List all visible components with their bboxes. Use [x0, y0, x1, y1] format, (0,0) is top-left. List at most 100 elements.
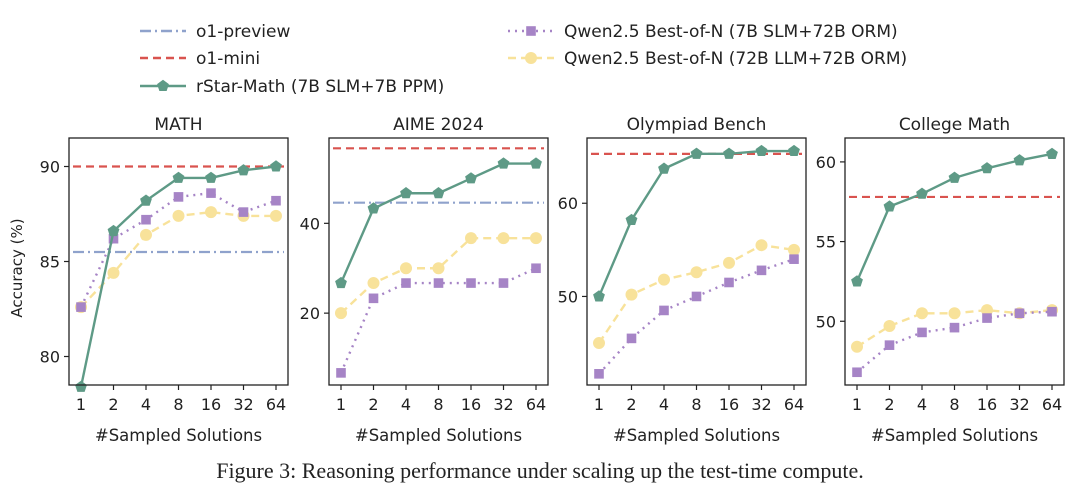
- data-point-rstar: [883, 200, 896, 212]
- data-point-qwen_llm: [723, 256, 735, 269]
- x-tick-label: 32: [493, 395, 513, 414]
- y-tick-label: 60: [558, 194, 578, 213]
- series-rstar: [593, 144, 800, 302]
- data-point-qwen_slm: [238, 207, 249, 217]
- data-point-qwen_llm: [625, 288, 638, 301]
- data-point-qwen_slm: [368, 293, 379, 304]
- data-point-qwen_llm: [335, 307, 347, 320]
- data-point-rstar: [723, 147, 735, 159]
- y-tick-label: 50: [558, 287, 578, 306]
- data-point-rstar: [367, 202, 380, 214]
- x-tick-label: 16: [719, 395, 739, 414]
- plot-frame: [328, 137, 549, 386]
- data-point-qwen_slm: [433, 278, 444, 288]
- legend-label-qwen_llm: Qwen2.5 Best-of-N (72B LLM+72B ORM): [564, 49, 907, 69]
- data-point-rstar: [593, 290, 605, 302]
- x-tick-label: 2: [368, 395, 378, 414]
- data-point-rstar: [948, 171, 961, 183]
- chart-title: AIME 2024: [393, 115, 484, 135]
- data-point-rstar: [237, 164, 250, 176]
- data-point-qwen_slm: [626, 333, 637, 344]
- y-tick-label: 85: [40, 253, 60, 272]
- chart-panels: MATH #Sampled Solutions 1 2 4 8 16 32 64 80 85 90 AI…: [40, 115, 1065, 445]
- data-point-rstar: [1013, 154, 1026, 166]
- x-tick-label: 32: [1009, 395, 1029, 414]
- data-point-qwen_slm: [982, 313, 992, 323]
- data-point-qwen_llm: [205, 206, 217, 219]
- data-point-qwen_slm: [76, 302, 86, 312]
- y-tick-label: 60: [816, 153, 836, 172]
- series-qwen_llm: [593, 239, 800, 350]
- data-point-rstar: [530, 157, 542, 169]
- y-tick-label: 90: [40, 158, 60, 177]
- data-point-rstar: [981, 162, 993, 174]
- data-point-qwen_llm: [916, 307, 928, 320]
- series-rstar: [851, 147, 1058, 287]
- data-point-qwen_slm: [401, 278, 411, 288]
- legend-entry-qwen_slm: Qwen2.5 Best-of-N (7B SLM+72B ORM): [508, 22, 898, 42]
- x-tick-label: 4: [917, 395, 927, 414]
- series-qwen_slm: [76, 188, 281, 312]
- series-qwen_llm: [75, 206, 282, 314]
- data-point-rstar: [400, 187, 412, 199]
- x-tick-label: 4: [141, 395, 151, 414]
- data-point-rstar: [851, 275, 863, 287]
- data-point-rstar: [625, 213, 638, 226]
- x-axis-label: #Sampled Solutions: [95, 426, 262, 445]
- data-point-qwen_slm: [1047, 306, 1057, 317]
- data-point-qwen_slm: [1014, 308, 1025, 319]
- chart-panel-2: Olympiad Bench #Sampled Solutions 1 2 4 8 16 32…: [558, 115, 807, 445]
- data-point-qwen_llm: [755, 239, 768, 252]
- x-tick-label: 2: [884, 395, 894, 414]
- x-tick-label: 1: [76, 395, 86, 414]
- legend-label-qwen_slm: Qwen2.5 Best-of-N (7B SLM+72B ORM): [564, 22, 898, 42]
- data-point-rstar: [432, 187, 445, 199]
- data-point-rstar: [335, 276, 347, 289]
- data-point-qwen_llm: [948, 307, 961, 320]
- data-point-qwen_slm: [852, 367, 862, 378]
- data-point-qwen_slm: [691, 291, 702, 302]
- x-axis-label: #Sampled Solutions: [355, 426, 522, 445]
- x-tick-label: 8: [173, 395, 183, 414]
- x-tick-label: 1: [336, 395, 346, 414]
- series-qwen_slm: [852, 306, 1057, 378]
- x-tick-label: 4: [659, 395, 669, 414]
- data-point-rstar: [107, 224, 120, 237]
- data-point-qwen_slm: [659, 305, 669, 316]
- data-point-qwen_llm: [851, 340, 863, 353]
- plot-frame: [68, 137, 289, 386]
- legend-label-o1_preview: o1-preview: [196, 22, 290, 42]
- data-point-rstar: [205, 171, 217, 183]
- legend-label-o1_mini: o1-mini: [196, 49, 260, 69]
- data-point-rstar: [172, 171, 185, 183]
- data-point-qwen_slm: [108, 233, 119, 244]
- series-qwen_slm: [594, 254, 799, 379]
- data-point-qwen_llm: [400, 262, 412, 275]
- data-point-qwen_llm: [497, 232, 510, 245]
- x-axis-label: #Sampled Solutions: [871, 426, 1038, 445]
- x-tick-label: 32: [233, 395, 253, 414]
- data-point-qwen_llm: [172, 209, 185, 222]
- data-point-qwen_llm: [465, 232, 477, 245]
- data-point-rstar: [658, 162, 670, 174]
- data-point-qwen_llm: [883, 320, 896, 333]
- y-tick-label: 40: [300, 214, 320, 233]
- data-point-qwen_llm: [432, 262, 445, 275]
- data-point-rstar: [755, 144, 768, 157]
- x-tick-label: 1: [852, 395, 862, 414]
- data-point-qwen_llm: [530, 232, 542, 245]
- data-point-qwen_slm: [336, 368, 346, 378]
- series-qwen_slm: [336, 263, 541, 378]
- plot-frame: [586, 137, 807, 386]
- legend-entry-o1_mini: o1-mini: [140, 49, 260, 69]
- chart-title: Olympiad Bench: [627, 115, 767, 135]
- series-qwen_llm: [335, 232, 542, 320]
- data-point-qwen_llm: [690, 266, 703, 279]
- data-point-rstar: [1046, 147, 1058, 159]
- x-axis-label: #Sampled Solutions: [613, 426, 780, 445]
- data-point-qwen_slm: [206, 188, 216, 198]
- data-point-qwen_slm: [498, 278, 509, 288]
- x-tick-label: 8: [433, 395, 443, 414]
- data-point-qwen_slm: [594, 369, 604, 379]
